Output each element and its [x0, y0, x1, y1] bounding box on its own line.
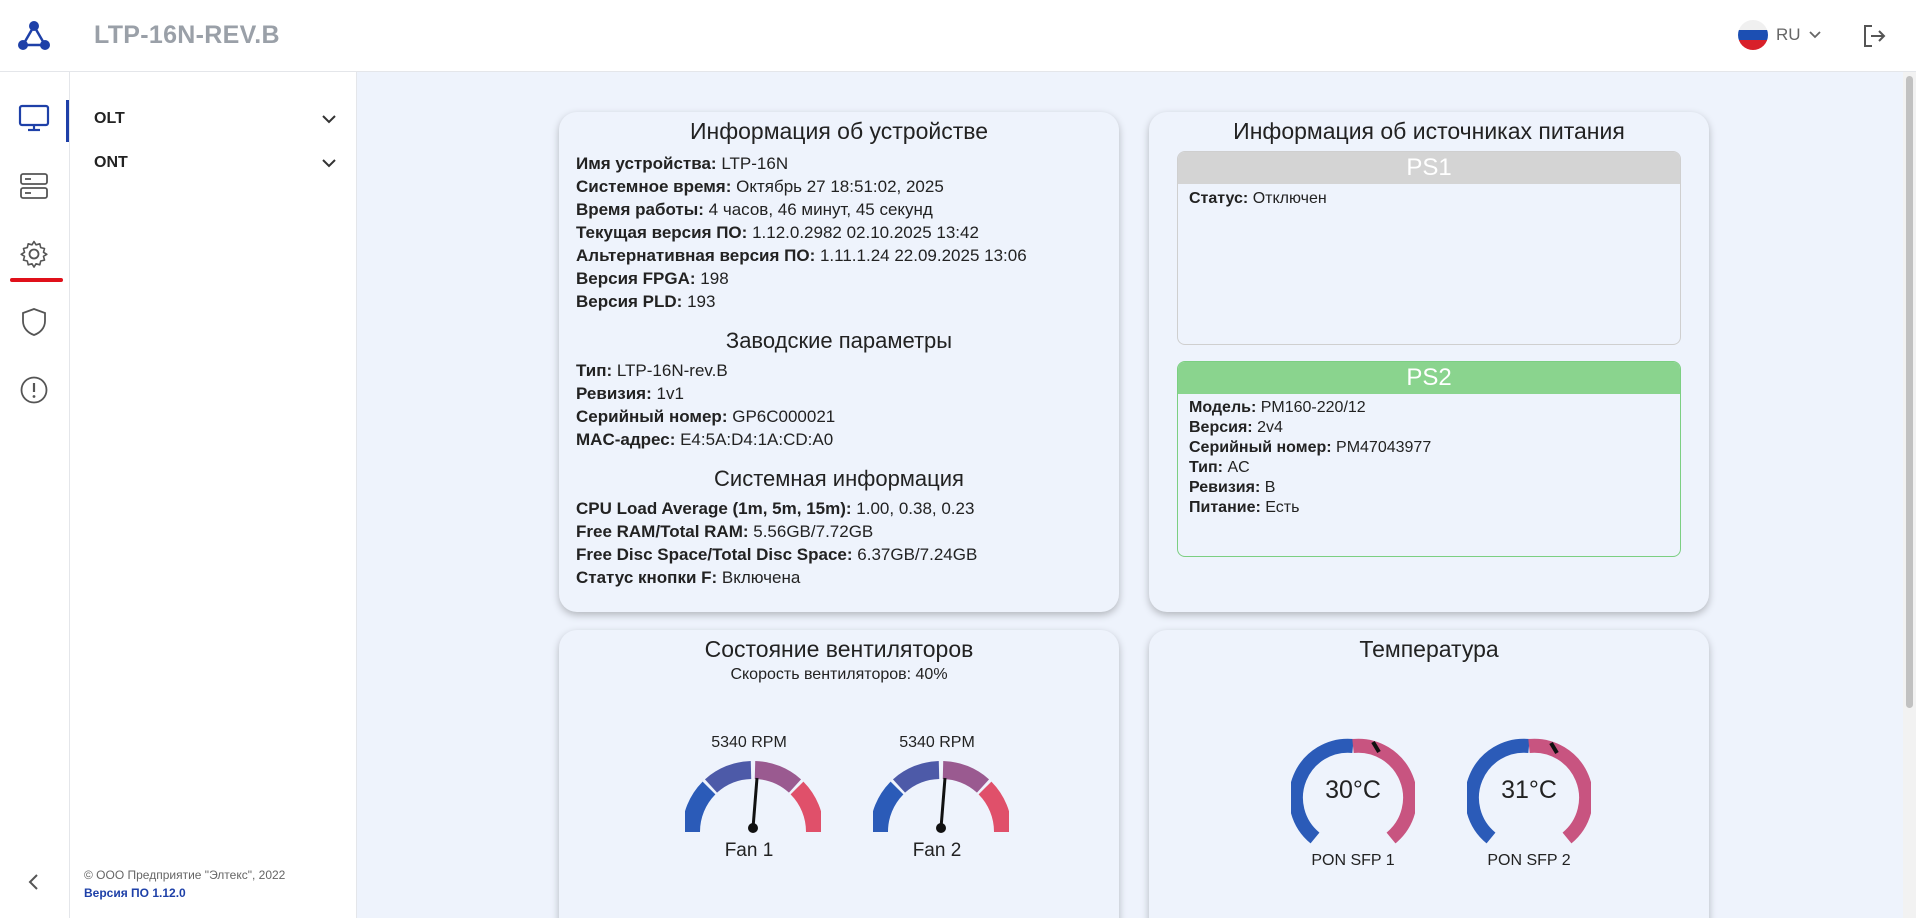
- temperature-card: Температура 30°C PON SFP 1 31°C PON SFP …: [1149, 630, 1709, 918]
- factory-params-title: Заводские параметры: [725, 328, 953, 353]
- uptime-row: Время работы: 4 часов, 46 минут, 45 секу…: [576, 200, 933, 219]
- type-row: Тип: LTP-16N-rev.B: [576, 361, 728, 380]
- ps2-serial-row: Серийный номер: PM47043977: [1189, 439, 1432, 456]
- ps1-status-row: Статус: Отключен: [1189, 190, 1327, 207]
- device-info-card: Информация об устройстве Имя устройства:…: [559, 112, 1119, 612]
- gear-icon: [20, 240, 48, 268]
- current-firmware-row: Текущая версия ПО: 1.12.0.2982 02.10.202…: [576, 223, 979, 242]
- ram-row: Free RAM/Total RAM: 5.56GB/7.72GB: [576, 522, 874, 541]
- pon-sfp-1-value: 30°C: [1325, 776, 1381, 804]
- language-selector[interactable]: RU: [1738, 20, 1821, 50]
- pon-sfp-1-gauge: [1291, 738, 1415, 844]
- collapse-sidebar-icon[interactable]: [20, 868, 48, 896]
- monitoring-nav-button[interactable]: [14, 98, 54, 138]
- main-content: Информация об устройстве Имя устройства:…: [357, 72, 1916, 918]
- chevron-down-icon: [322, 114, 336, 123]
- cpu-load-row: CPU Load Average (1m, 5m, 15m): 1.00, 0.…: [576, 499, 975, 518]
- pon-sfp-2-label: PON SFP 2: [1487, 852, 1571, 869]
- mac-address-row: MAC-адрес: E4:5A:D4:1A:CD:A0: [576, 430, 834, 449]
- fan-2-rpm: 5340 RPM: [899, 734, 975, 751]
- pld-version-row: Версия PLD: 193: [576, 292, 716, 311]
- app-title: LTP-16N-REV.B: [94, 21, 280, 49]
- ps2-header: PS2: [1178, 362, 1680, 394]
- alarms-nav-button[interactable]: [14, 370, 54, 410]
- alert-icon: [20, 376, 48, 404]
- system-time-row: Системное время: Октябрь 27 18:51:02, 20…: [576, 177, 944, 196]
- fans-card: Состояние вентиляторов Скорость вентилят…: [559, 630, 1119, 918]
- power-supply-title: Информация об источниках питания: [1233, 118, 1625, 144]
- copyright-text: © ООО Предприятие "Элтекс", 2022: [84, 868, 286, 882]
- sidebar-item-label: ONT: [94, 154, 128, 171]
- revision-row: Ревизия: 1v1: [576, 384, 684, 403]
- security-nav-button[interactable]: [14, 302, 54, 342]
- firmware-version-link[interactable]: Версия ПО 1.12.0: [84, 886, 186, 900]
- ps2-panel: PS2 Модель: PM160-220/12 Версия: 2v4 Сер…: [1177, 361, 1681, 557]
- fan-speed-text: Скорость вентиляторов: 40%: [730, 666, 948, 683]
- fpga-version-row: Версия FPGA: 198: [576, 269, 729, 288]
- russia-flag-icon: [1738, 20, 1768, 50]
- devices-nav-button[interactable]: [14, 166, 54, 206]
- monitor-icon: [18, 104, 50, 132]
- chevron-down-icon: [1808, 31, 1821, 39]
- serial-number-row: Серийный номер: GP6C000021: [576, 407, 836, 426]
- fan-1-rpm: 5340 RPM: [711, 734, 787, 751]
- settings-nav-button[interactable]: [14, 234, 54, 274]
- icon-rail: [0, 72, 70, 918]
- language-label: RU: [1776, 25, 1801, 44]
- ps2-model-row: Модель: PM160-220/12: [1189, 399, 1366, 416]
- system-info-title: Системная информация: [714, 466, 964, 491]
- temperature-title: Температура: [1359, 636, 1499, 662]
- logo-icon[interactable]: [16, 18, 52, 54]
- server-icon: [20, 173, 48, 199]
- f-button-status-row: Статус кнопки F: Включена: [576, 568, 801, 587]
- fan-1-label: Fan 1: [724, 840, 774, 861]
- alternative-firmware-row: Альтернативная версия ПО: 1.11.1.24 22.0…: [576, 246, 1027, 265]
- chevron-down-icon: [322, 158, 336, 167]
- logout-icon[interactable]: [1860, 22, 1888, 50]
- ps2-revision-row: Ревизия: B: [1189, 479, 1276, 496]
- pon-sfp-1-label: PON SFP 1: [1311, 852, 1395, 869]
- active-indicator: [10, 278, 63, 282]
- fans-title: Состояние вентиляторов: [704, 636, 974, 662]
- shield-icon: [22, 308, 46, 336]
- scrollbar-thumb[interactable]: [1906, 76, 1913, 708]
- disk-row: Free Disc Space/Total Disc Space: 6.37GB…: [576, 545, 978, 564]
- ps2-version-row: Версия: 2v4: [1189, 419, 1283, 436]
- ps2-type-row: Тип: AC: [1189, 459, 1250, 476]
- ps1-header: PS1: [1178, 152, 1680, 184]
- fan-1-gauge: [685, 761, 821, 833]
- sidebar-item-label: OLT: [94, 110, 125, 127]
- section-sidebar: OLT ONT © ООО Предприятие "Элтекс", 2022…: [66, 72, 357, 918]
- page-scrollbar[interactable]: [1903, 72, 1916, 918]
- sidebar-item-ont[interactable]: ONT: [94, 146, 336, 180]
- power-supply-card: Информация об источниках питания PS1 Ста…: [1149, 112, 1709, 612]
- pon-sfp-2-value: 31°C: [1501, 776, 1557, 804]
- fan-2-gauge: [873, 761, 1009, 833]
- ps1-panel: PS1 Статус: Отключен: [1177, 151, 1681, 345]
- top-header: LTP-16N-REV.B RU: [0, 0, 1916, 72]
- pon-sfp-2-gauge: [1467, 738, 1591, 844]
- ps2-power-row: Питание: Есть: [1189, 499, 1300, 516]
- active-section-bar: [66, 100, 69, 142]
- device-info-title: Информация об устройстве: [689, 118, 989, 144]
- device-name-row: Имя устройства: LTP-16N: [576, 154, 789, 173]
- sidebar-item-olt[interactable]: OLT: [94, 102, 336, 136]
- fan-2-label: Fan 2: [912, 840, 962, 861]
